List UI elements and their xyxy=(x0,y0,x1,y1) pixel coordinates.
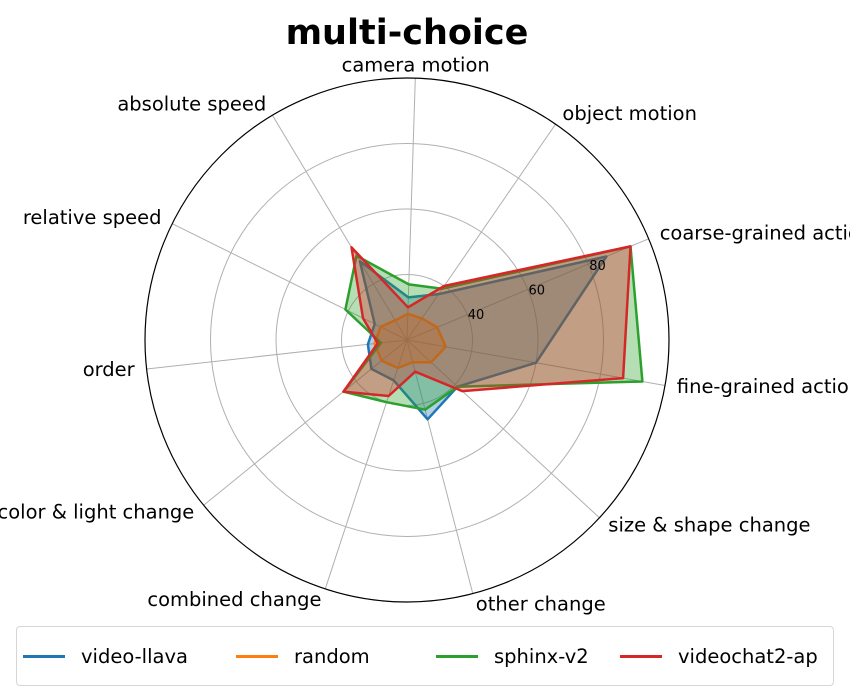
data-point xyxy=(605,255,608,258)
grid-circle xyxy=(210,143,604,537)
data-point xyxy=(427,418,429,420)
radar-series-layer xyxy=(342,245,644,421)
data-point xyxy=(350,246,353,248)
data-point xyxy=(430,361,432,363)
legend-swatch xyxy=(436,654,478,658)
data-point xyxy=(407,306,409,308)
series-random xyxy=(373,312,447,370)
data-point xyxy=(373,343,376,345)
legend-swatch xyxy=(23,654,65,658)
series-sphinx-v2 xyxy=(342,245,644,411)
data-point xyxy=(443,285,445,287)
spoke-line xyxy=(172,223,408,341)
data-point xyxy=(461,390,463,392)
legend-label: videochat2-ap xyxy=(678,644,818,668)
data-point xyxy=(393,379,395,381)
data-point xyxy=(438,293,440,295)
data-point xyxy=(421,317,423,319)
category-label: absolute speed xyxy=(117,92,266,115)
legend-item-videochat2-ap: videochat2-ap xyxy=(620,627,818,685)
data-point xyxy=(408,283,410,285)
legend-item-video-llava: video-llava xyxy=(23,627,188,685)
category-label: order xyxy=(83,358,136,381)
data-point xyxy=(407,313,409,315)
spoke-line xyxy=(146,339,408,370)
grid-circle xyxy=(275,208,539,472)
data-point xyxy=(342,391,345,393)
data-point xyxy=(380,326,382,328)
data-point xyxy=(386,401,388,403)
data-point xyxy=(344,308,346,311)
series-line xyxy=(373,312,447,370)
series-line xyxy=(342,245,644,411)
data-point xyxy=(424,409,426,411)
legend-item-random: random xyxy=(236,627,370,685)
legend: video-llava random sphinx-v2 videochat2-… xyxy=(16,626,834,686)
category-label: object motion xyxy=(562,102,697,125)
category-label: combined change xyxy=(147,588,321,611)
data-point xyxy=(359,260,361,262)
data-point xyxy=(370,368,372,370)
radial-tick-label: 60 xyxy=(529,283,546,298)
data-point xyxy=(622,377,624,379)
spoke-line xyxy=(406,339,600,519)
spoke-line xyxy=(203,339,408,506)
chart-title: multi-choice xyxy=(286,13,529,53)
legend-item-sphinx-v2: sphinx-v2 xyxy=(436,627,589,685)
spoke-line xyxy=(406,339,474,594)
radial-tick-labels: 40 60 80 xyxy=(468,259,606,323)
data-point xyxy=(380,342,382,344)
category-label: relative speed xyxy=(23,206,162,229)
legend-label: sphinx-v2 xyxy=(494,644,589,668)
data-point xyxy=(377,342,379,344)
radar-chart: multi-choice 40 60 80 fine-grained action c… xyxy=(0,13,850,616)
data-point xyxy=(445,346,447,348)
series-fill xyxy=(343,246,643,410)
data-point xyxy=(355,255,358,257)
category-label: camera motion xyxy=(342,54,490,77)
category-label: color & light change xyxy=(0,500,194,523)
data-point xyxy=(456,386,459,388)
category-label: fine-grained action xyxy=(677,375,850,398)
data-point xyxy=(535,362,537,364)
legend-swatch xyxy=(236,654,278,658)
series-fill xyxy=(374,313,446,368)
data-point xyxy=(388,395,390,397)
radar-grid xyxy=(144,77,670,603)
data-point xyxy=(641,380,644,383)
data-point xyxy=(381,360,383,362)
data-point xyxy=(407,296,409,298)
outer-frame xyxy=(144,77,670,603)
category-label: other change xyxy=(476,593,606,616)
data-point xyxy=(374,323,376,325)
data-point xyxy=(367,343,369,345)
data-point xyxy=(436,326,438,328)
data-point xyxy=(362,317,364,319)
data-point xyxy=(629,245,632,247)
series-line xyxy=(342,245,632,398)
legend-label: random xyxy=(294,644,370,668)
radial-tick-label: 80 xyxy=(589,259,606,274)
data-point xyxy=(412,361,414,363)
category-labels: fine-grained action coarse-grained action… xyxy=(0,54,850,616)
data-point xyxy=(394,319,396,321)
spoke-line xyxy=(406,123,556,341)
spoke-line xyxy=(271,114,408,341)
category-label: coarse-grained action xyxy=(660,222,850,245)
data-point xyxy=(414,371,416,373)
series-videochat2-ap xyxy=(342,245,632,398)
radial-tick-label: 40 xyxy=(468,308,485,323)
spoke-line xyxy=(406,238,649,341)
data-point xyxy=(397,367,399,369)
series-fill xyxy=(343,246,631,396)
legend-label: video-llava xyxy=(81,644,188,668)
legend-swatch xyxy=(620,654,662,658)
category-label: size & shape change xyxy=(608,513,810,536)
